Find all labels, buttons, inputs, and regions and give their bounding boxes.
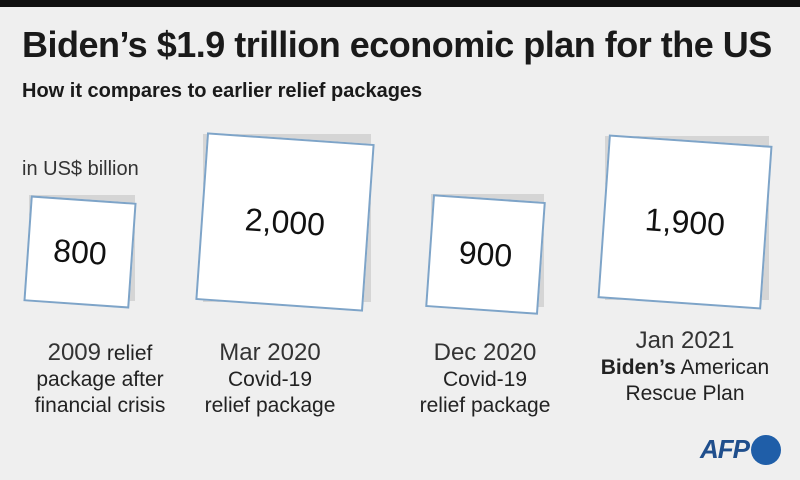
caption-date-2009: 2009 xyxy=(47,339,101,366)
caption-line2-jan-2021: American xyxy=(680,356,770,380)
afp-logo-dot xyxy=(751,434,781,465)
caption-line2-dec-2020: Covid-19 xyxy=(442,368,528,392)
caption-date-dec-2020: Dec 2020 xyxy=(433,339,537,366)
caption-line1-2009: relief xyxy=(106,342,153,365)
unit-label: in US$ billion xyxy=(22,158,139,180)
caption-line3-dec-2020: relief package xyxy=(419,393,551,417)
caption-date-jan-2021: Jan 2021 xyxy=(635,327,735,354)
top-rule xyxy=(0,0,800,7)
caption-line2-2009: package after xyxy=(36,368,164,392)
value-label-jan-2021: 1,900 xyxy=(643,200,727,243)
caption-line3-mar-2020: relief package xyxy=(204,393,336,417)
caption-bold-jan-2021: Biden’s xyxy=(600,356,676,380)
value-label-2009: 800 xyxy=(52,231,108,272)
value-label-dec-2020: 900 xyxy=(457,233,513,274)
caption-dec-2020: Dec 2020 Covid-19 relief package xyxy=(395,338,575,418)
caption-line3-2009: financial crisis xyxy=(34,393,166,417)
caption-2009: 2009 relief package after financial cris… xyxy=(10,338,190,418)
value-label-mar-2020: 2,000 xyxy=(243,200,327,243)
afp-logo-text: AFP xyxy=(700,434,750,464)
chart-subtitle: How it compares to earlier relief packag… xyxy=(22,80,423,102)
value-square-dec-2020: 900 xyxy=(424,193,546,315)
value-square-jan-2021: 1,900 xyxy=(597,134,773,310)
value-square-mar-2020: 2,000 xyxy=(195,132,375,312)
caption-line3-jan-2021: Rescue Plan xyxy=(625,381,745,405)
caption-jan-2021: Jan 2021 Biden’s American Rescue Plan xyxy=(580,326,790,406)
afp-logo: AFP xyxy=(700,434,781,465)
caption-line2-mar-2020: Covid-19 xyxy=(227,368,313,392)
caption-mar-2020: Mar 2020 Covid-19 relief package xyxy=(180,338,360,418)
value-square-2009: 800 xyxy=(23,195,137,309)
chart-title: Biden’s $1.9 trillion economic plan for … xyxy=(22,24,772,65)
caption-date-mar-2020: Mar 2020 xyxy=(219,339,321,366)
